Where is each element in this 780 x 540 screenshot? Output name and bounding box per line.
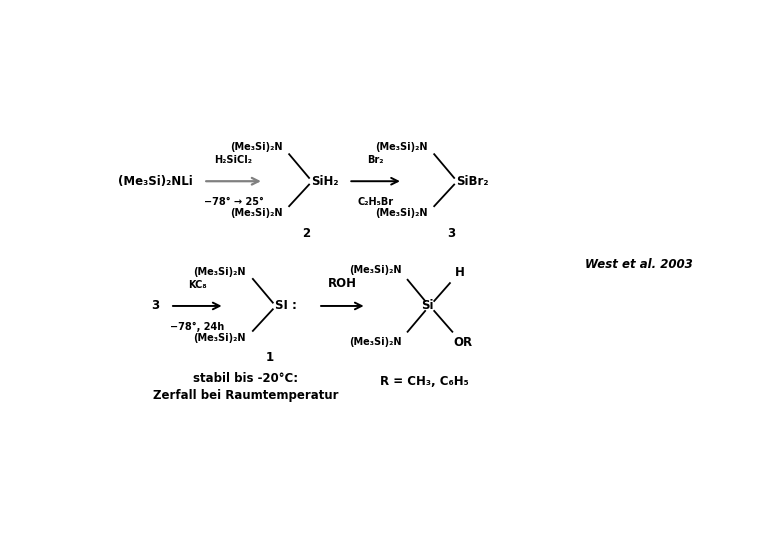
Text: (Me₃Si)₂N: (Me₃Si)₂N	[349, 265, 402, 275]
Text: (Me₃Si)₂N: (Me₃Si)₂N	[349, 337, 402, 347]
Text: Si: Si	[420, 300, 433, 313]
Text: H₂SiCl₂: H₂SiCl₂	[215, 156, 253, 165]
Text: SiBr₂: SiBr₂	[456, 175, 488, 188]
Text: C₂H₅Br: C₂H₅Br	[357, 197, 394, 207]
Text: H: H	[456, 266, 465, 279]
Text: (Me₃Si)₂NLi: (Me₃Si)₂NLi	[118, 175, 193, 188]
Text: KC₈: KC₈	[188, 280, 207, 290]
Text: stabil bis -20°C:: stabil bis -20°C:	[193, 372, 298, 385]
Text: −78° → 25°: −78° → 25°	[204, 197, 264, 207]
Text: SiH₂: SiH₂	[311, 175, 339, 188]
Text: 3: 3	[447, 227, 456, 240]
Text: Br₂: Br₂	[367, 156, 384, 165]
Text: West et al. 2003: West et al. 2003	[585, 258, 693, 271]
Text: (Me₃Si)₂N: (Me₃Si)₂N	[229, 208, 282, 218]
Text: (Me₃Si)₂N: (Me₃Si)₂N	[193, 267, 246, 277]
Text: SI :: SI :	[275, 300, 296, 313]
Text: 1: 1	[266, 352, 274, 365]
Text: (Me₃Si)₂N: (Me₃Si)₂N	[374, 142, 427, 152]
Text: (Me₃Si)₂N: (Me₃Si)₂N	[193, 333, 246, 343]
Text: (Me₃Si)₂N: (Me₃Si)₂N	[229, 142, 282, 152]
Text: ROH: ROH	[328, 277, 356, 290]
Text: Zerfall bei Raumtemperatur: Zerfall bei Raumtemperatur	[153, 389, 339, 402]
Text: (Me₃Si)₂N: (Me₃Si)₂N	[374, 208, 427, 218]
Text: −78°, 24h: −78°, 24h	[170, 322, 225, 332]
Text: 2: 2	[302, 227, 310, 240]
Text: R = CH₃, C₆H₅: R = CH₃, C₆H₅	[380, 375, 468, 388]
Text: 3: 3	[151, 300, 159, 313]
Text: OR: OR	[454, 336, 473, 349]
